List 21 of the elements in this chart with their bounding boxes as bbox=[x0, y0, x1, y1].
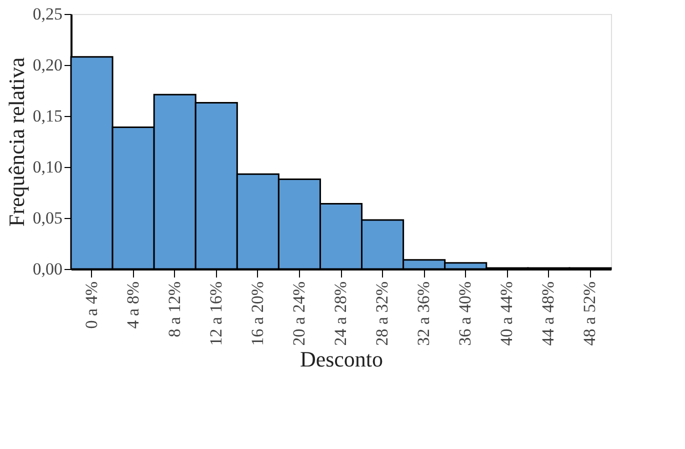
x-tick-label: 16 a 20% bbox=[248, 282, 267, 346]
x-tick-label: 40 a 44% bbox=[497, 282, 516, 346]
y-tick-label: 0,20 bbox=[32, 56, 62, 74]
x-tick-label: 28 a 32% bbox=[372, 282, 392, 346]
x-tick-label: 8 a 12% bbox=[164, 282, 184, 338]
x-tick-label: 4 a 8% bbox=[123, 282, 142, 329]
x-tick-label: 32 a 36% bbox=[414, 282, 434, 346]
x-tick-label: 0 a 4% bbox=[82, 282, 101, 329]
y-tick-label: 0,15 bbox=[32, 106, 62, 126]
x-tick-label: 48 a 52% bbox=[580, 282, 600, 346]
x-tick-label: 36 a 40% bbox=[456, 282, 475, 346]
y-tick-label: 0,25 bbox=[32, 4, 62, 24]
y-tick-label: 0,10 bbox=[32, 158, 62, 176]
x-tick-label: 44 a 48% bbox=[538, 282, 558, 346]
x-tick-label: 20 a 24% bbox=[289, 282, 308, 346]
y-axis-title: Frequência relativa bbox=[4, 57, 29, 227]
y-tick-label: 0,05 bbox=[32, 208, 62, 228]
y-tick-label: 0,00 bbox=[32, 260, 62, 278]
x-axis-title: Desconto bbox=[300, 346, 384, 372]
x-tick-label: 12 a 16% bbox=[206, 282, 226, 346]
x-tick-label: 24 a 28% bbox=[331, 282, 350, 346]
